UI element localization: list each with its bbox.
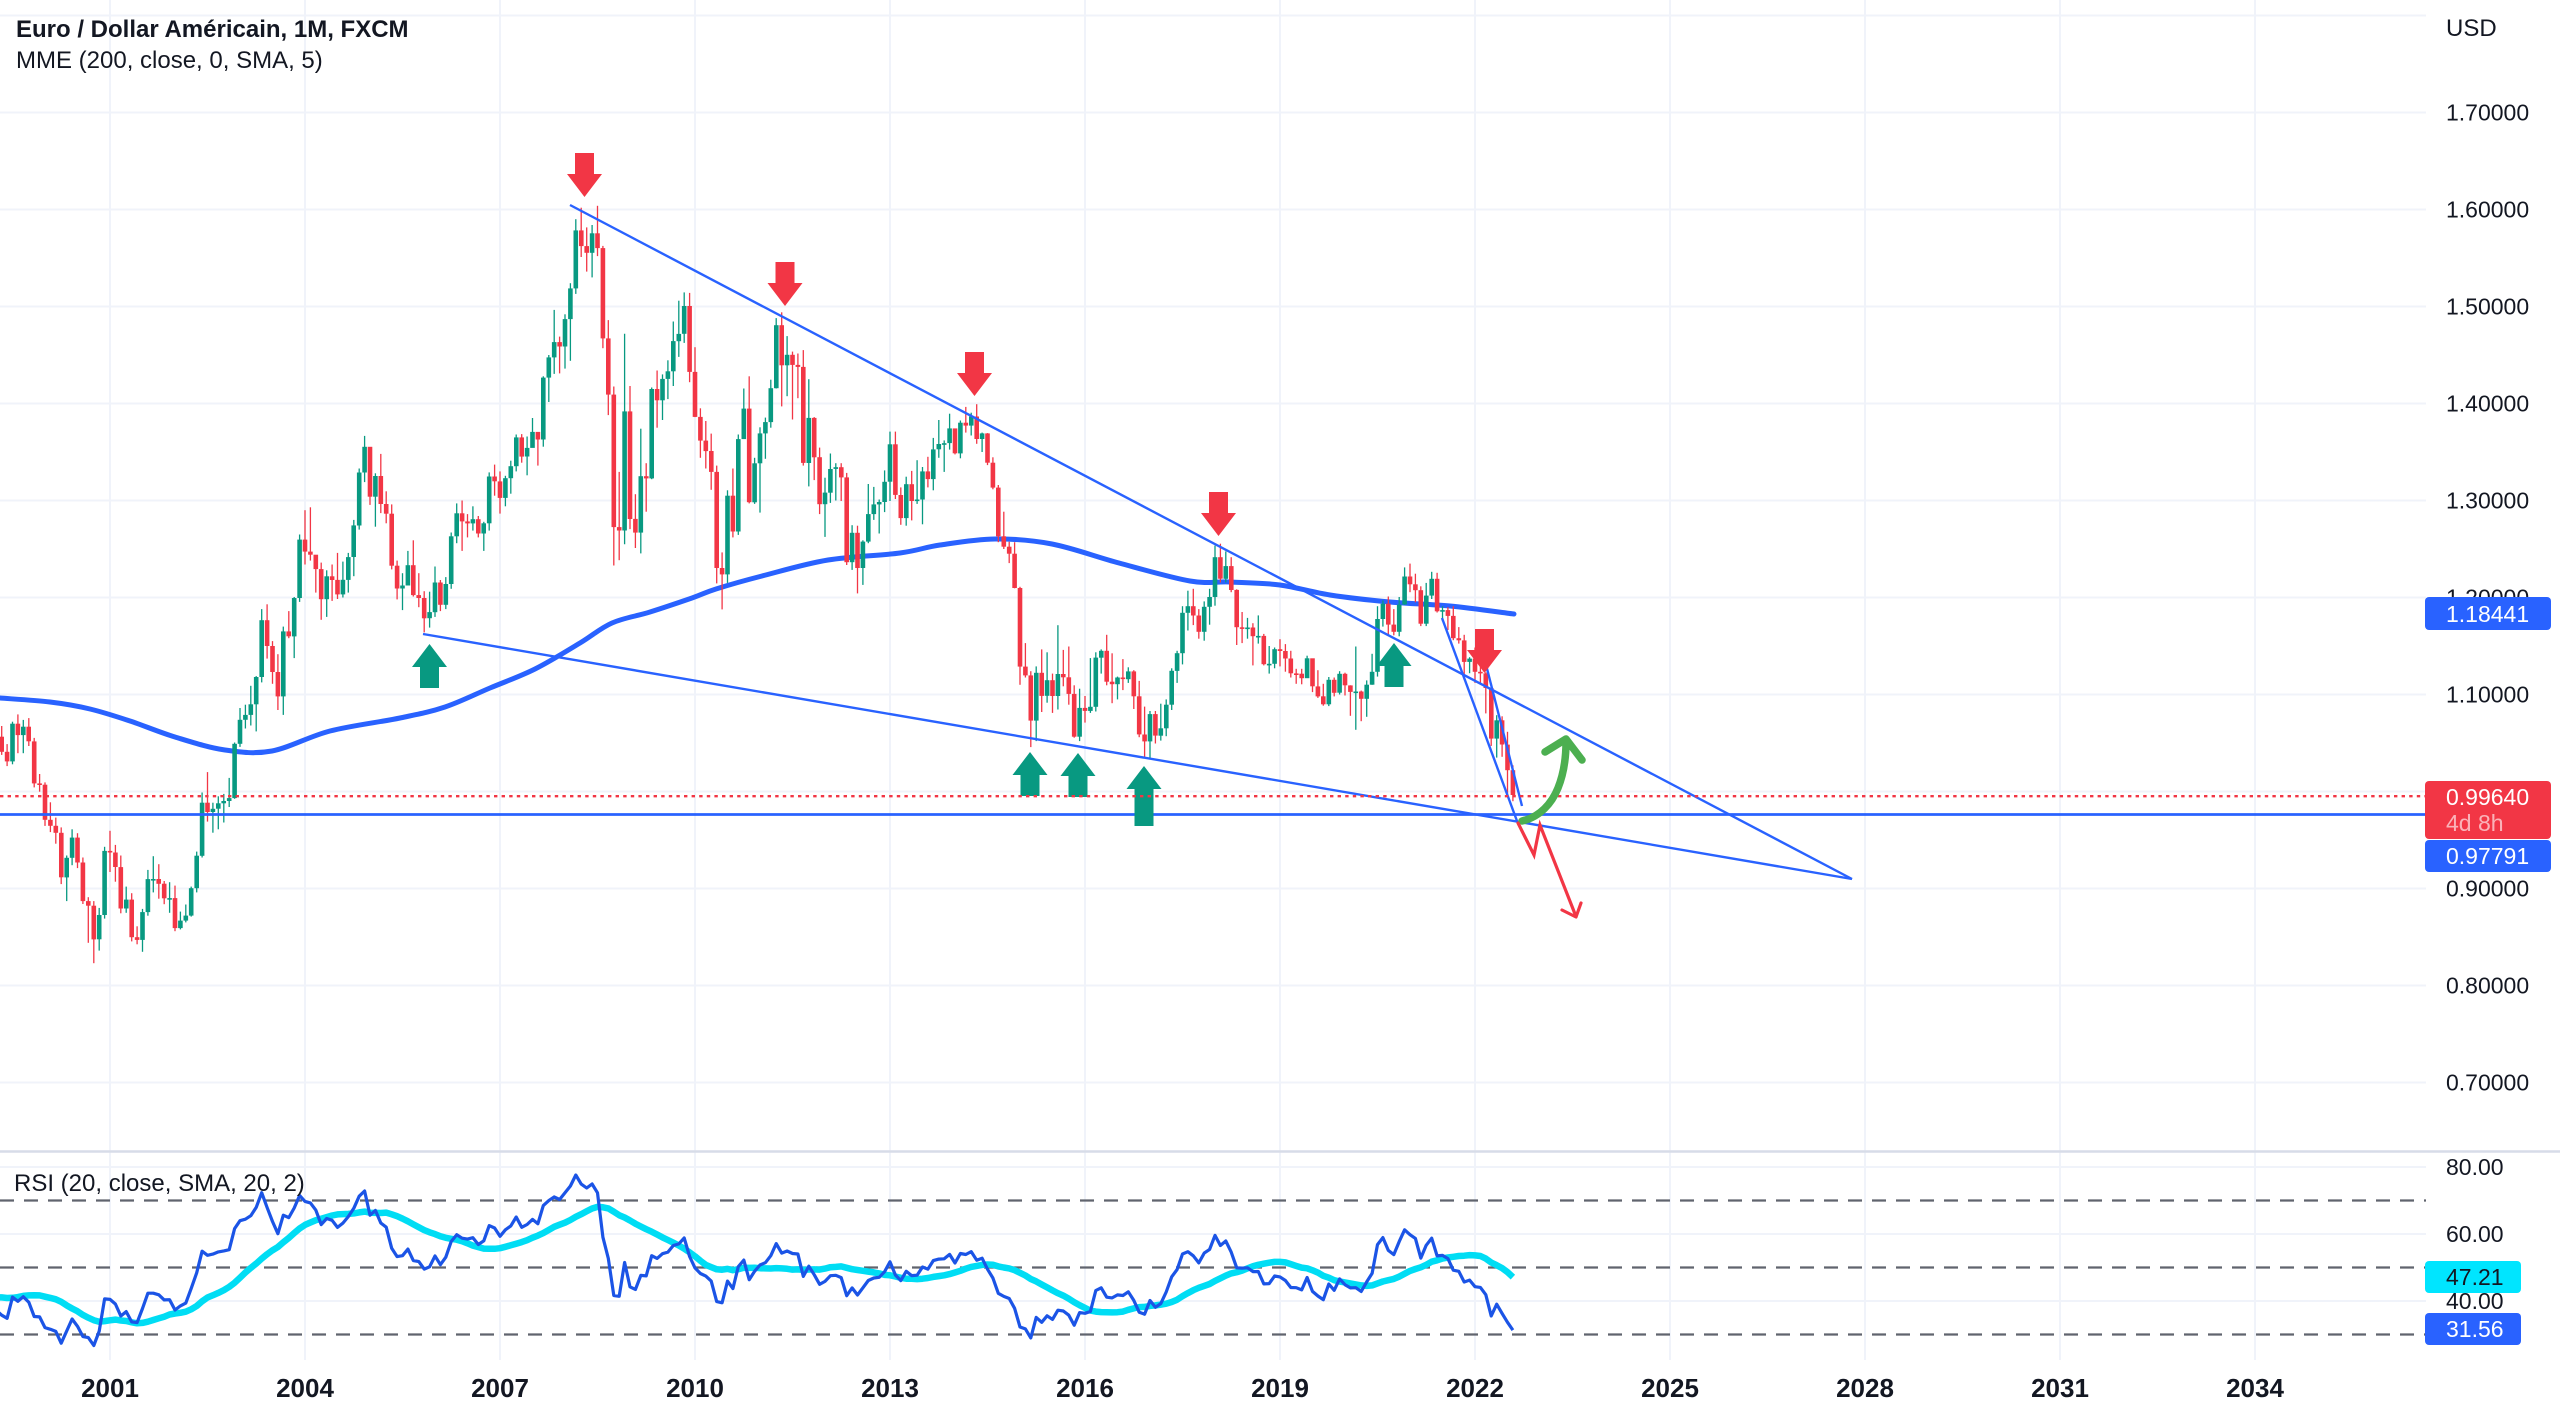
svg-text:2013: 2013 — [861, 1373, 919, 1403]
svg-text:1.40000: 1.40000 — [2446, 391, 2529, 417]
svg-text:1.60000: 1.60000 — [2446, 197, 2529, 223]
svg-text:0.97791: 0.97791 — [2446, 843, 2529, 869]
svg-text:2001: 2001 — [81, 1373, 139, 1403]
svg-text:2016: 2016 — [1056, 1373, 1114, 1403]
svg-text:2019: 2019 — [1251, 1373, 1309, 1403]
svg-text:0.99640: 0.99640 — [2446, 784, 2529, 810]
svg-text:RSI (20, close, SMA, 20, 2): RSI (20, close, SMA, 20, 2) — [14, 1170, 305, 1197]
svg-text:0.80000: 0.80000 — [2446, 973, 2529, 999]
svg-text:Euro / Dollar Américain, 1M, F: Euro / Dollar Américain, 1M, FXCM — [16, 16, 409, 43]
svg-text:1.30000: 1.30000 — [2446, 488, 2529, 514]
svg-text:1.70000: 1.70000 — [2446, 100, 2529, 126]
svg-text:0.70000: 0.70000 — [2446, 1070, 2529, 1096]
svg-text:2031: 2031 — [2031, 1373, 2089, 1403]
svg-text:USD: USD — [2446, 15, 2497, 42]
svg-text:60.00: 60.00 — [2446, 1221, 2504, 1247]
svg-text:47.21: 47.21 — [2446, 1264, 2504, 1290]
svg-text:2025: 2025 — [1641, 1373, 1699, 1403]
svg-text:2010: 2010 — [666, 1373, 724, 1403]
svg-text:0.90000: 0.90000 — [2446, 876, 2529, 902]
svg-text:31.56: 31.56 — [2446, 1316, 2504, 1342]
svg-text:MME (200, close, 0, SMA, 5): MME (200, close, 0, SMA, 5) — [16, 47, 323, 74]
svg-text:4d 8h: 4d 8h — [2446, 810, 2504, 836]
svg-text:2022: 2022 — [1446, 1373, 1504, 1403]
svg-text:80.00: 80.00 — [2446, 1154, 2504, 1180]
svg-text:2007: 2007 — [471, 1373, 529, 1403]
svg-text:2034: 2034 — [2226, 1373, 2284, 1403]
svg-text:2004: 2004 — [276, 1373, 334, 1403]
svg-text:2028: 2028 — [1836, 1373, 1894, 1403]
svg-text:1.50000: 1.50000 — [2446, 294, 2529, 320]
svg-text:1.18441: 1.18441 — [2446, 601, 2529, 627]
svg-text:1.10000: 1.10000 — [2446, 682, 2529, 708]
